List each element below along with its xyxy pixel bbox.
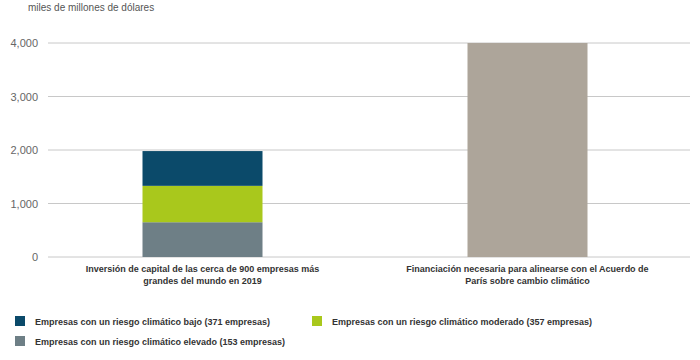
y-tick-label: 4,000 [10,37,38,49]
category-label-line: París sobre cambio climático [465,276,590,286]
bar [143,186,263,222]
legend-swatch [15,316,25,326]
grid-line [48,96,690,97]
y-tick-label: 0 [32,251,38,263]
legend-label: Empresas con un riesgo climático bajo (3… [35,317,270,327]
bar [468,43,588,257]
bar [143,151,263,186]
grid-line [48,150,690,151]
y-axis-label: miles de millones de dólares [28,2,154,13]
x-tick-label: Financiación necesaria para alinearse co… [406,264,648,286]
category-label-line: grandes del mundo en 2019 [143,276,262,286]
chart: miles de millones de dólares 0 1,000 2,000 3… [0,0,700,360]
y-tick-label: 3,000 [10,91,38,103]
legend-label: Empresas con un riesgo climático elevado… [35,337,285,347]
legend-label: Empresas con un riesgo climático moderad… [332,317,592,327]
bars [143,43,588,257]
legend-swatch [312,316,322,326]
grid-line [48,43,690,44]
y-tick-label: 1,000 [10,198,38,210]
x-tick-label: Inversión de capital de las cerca de 900… [86,264,320,286]
category-label-line: Financiación necesaria para alinearse co… [406,264,648,274]
legend-swatch [15,336,25,346]
bar [143,222,263,257]
category-label-line: Inversión de capital de las cerca de 900… [86,264,320,274]
y-tick-label: 2,000 [10,144,38,156]
